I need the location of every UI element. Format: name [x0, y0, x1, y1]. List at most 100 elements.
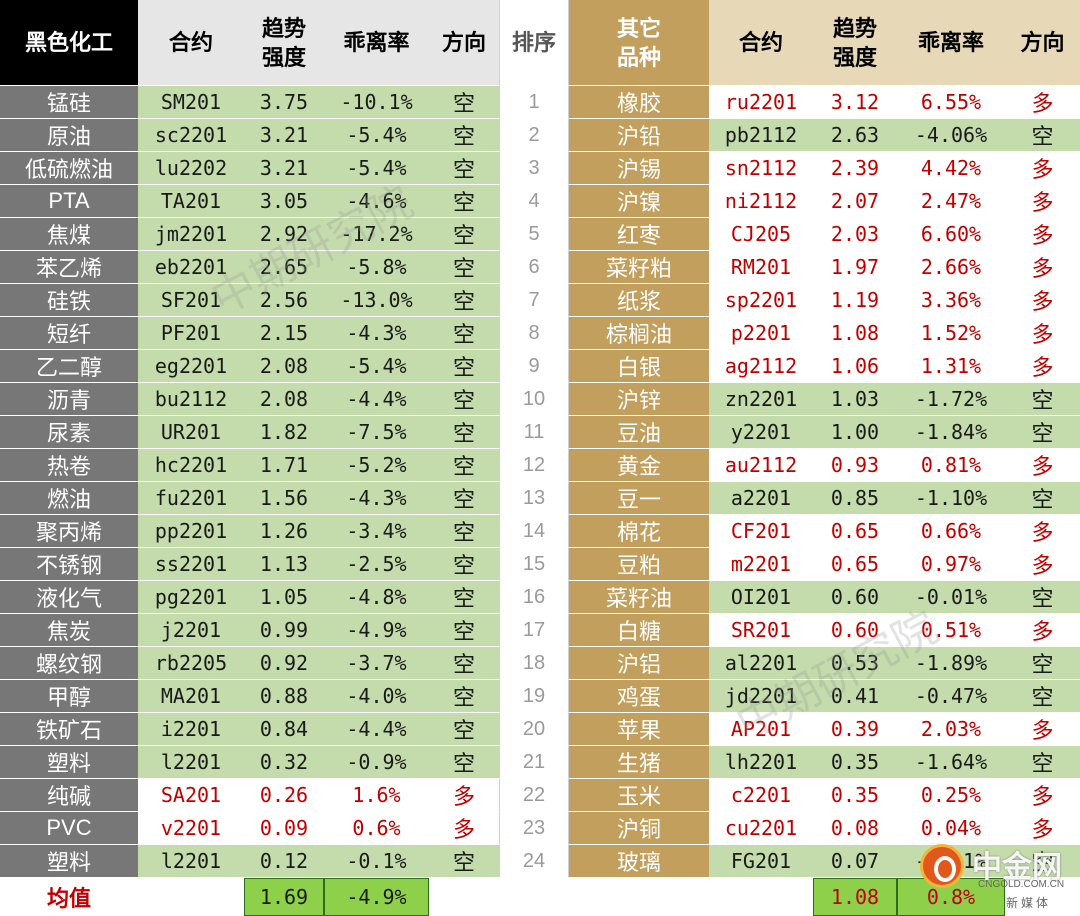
left-row-deviation: -7.5%: [324, 416, 429, 449]
left-row-contract: eg2201: [138, 350, 244, 383]
left-row-trend: 1.71: [244, 449, 324, 482]
right-row-trend: 1.00: [813, 416, 897, 449]
right-row-name: 沪镍: [569, 185, 709, 218]
left-row-deviation: -10.1%: [324, 86, 429, 119]
left-row-deviation: -2.5%: [324, 548, 429, 581]
right-row-deviation: 6.60%: [897, 218, 1005, 251]
left-row-name: 沥青: [0, 383, 138, 416]
left-row-deviation: -5.4%: [324, 119, 429, 152]
header-left-trend: 趋势 强度: [244, 0, 324, 86]
left-row-name: 塑料: [0, 746, 138, 779]
rank-number: 24: [499, 845, 569, 878]
left-row-trend: 3.21: [244, 152, 324, 185]
left-row-trend: 2.08: [244, 383, 324, 416]
left-row-name: PVC: [0, 812, 138, 845]
left-row-trend: 1.13: [244, 548, 324, 581]
right-row-trend: 0.41: [813, 680, 897, 713]
left-row-direction: 空: [429, 482, 499, 515]
rank-number: 17: [499, 614, 569, 647]
right-row-direction: 多: [1005, 251, 1080, 284]
right-row-contract: SR201: [709, 614, 813, 647]
left-row-contract: rb2205: [138, 647, 244, 680]
left-row-trend: 2.92: [244, 218, 324, 251]
left-row-deviation: 0.6%: [324, 812, 429, 845]
right-row-deviation: -0.47%: [897, 680, 1005, 713]
rank-number: 14: [499, 515, 569, 548]
header-left-group: 黑色化工: [0, 0, 138, 86]
header-left-deviation: 乖离率: [324, 0, 429, 86]
left-row-deviation: -4.9%: [324, 614, 429, 647]
right-row-direction: 空: [1005, 416, 1080, 449]
right-row-direction: 空: [1005, 383, 1080, 416]
rank-number: 18: [499, 647, 569, 680]
left-row-deviation: -0.9%: [324, 746, 429, 779]
right-row-direction: 多: [1005, 350, 1080, 383]
left-row-trend: 2.08: [244, 350, 324, 383]
left-row-contract: PF201: [138, 317, 244, 350]
right-row-direction: 空: [1005, 680, 1080, 713]
right-row-contract: CF201: [709, 515, 813, 548]
left-row-name: 热卷: [0, 449, 138, 482]
left-row-direction: 空: [429, 647, 499, 680]
right-row-contract: FG201: [709, 845, 813, 878]
right-row-contract: lh2201: [709, 746, 813, 779]
left-row-contract: l2201: [138, 845, 244, 878]
right-row-direction: 空: [1005, 845, 1080, 878]
left-row-deviation: -17.2%: [324, 218, 429, 251]
right-row-direction: 空: [1005, 746, 1080, 779]
right-row-name: 豆油: [569, 416, 709, 449]
left-row-contract: sc2201: [138, 119, 244, 152]
right-row-trend: 0.60: [813, 614, 897, 647]
left-row-deviation: -3.4%: [324, 515, 429, 548]
average-left-trend: 1.69: [244, 878, 324, 916]
left-row-direction: 空: [429, 251, 499, 284]
right-row-trend: 0.07: [813, 845, 897, 878]
left-row-trend: 1.56: [244, 482, 324, 515]
right-row-deviation: 3.36%: [897, 284, 1005, 317]
right-row-contract: cu2201: [709, 812, 813, 845]
right-row-trend: 1.08: [813, 317, 897, 350]
left-row-direction: 空: [429, 845, 499, 878]
right-row-direction: 空: [1005, 119, 1080, 152]
left-row-trend: 0.12: [244, 845, 324, 878]
rank-number: 21: [499, 746, 569, 779]
right-row-direction: 多: [1005, 812, 1080, 845]
left-row-direction: 空: [429, 581, 499, 614]
left-row-direction: 空: [429, 515, 499, 548]
left-row-trend: 3.21: [244, 119, 324, 152]
right-row-contract: a2201: [709, 482, 813, 515]
left-row-name: 焦炭: [0, 614, 138, 647]
right-row-contract: RM201: [709, 251, 813, 284]
average-blank: [1005, 878, 1080, 916]
right-row-direction: 多: [1005, 614, 1080, 647]
rank-number: 22: [499, 779, 569, 812]
average-left-deviation: -4.9%: [324, 878, 429, 916]
right-row-direction: 多: [1005, 548, 1080, 581]
right-row-direction: 多: [1005, 185, 1080, 218]
average-blank: [709, 878, 813, 916]
left-row-contract: i2201: [138, 713, 244, 746]
rank-number: 2: [499, 119, 569, 152]
right-row-name: 沪铝: [569, 647, 709, 680]
right-row-contract: au2112: [709, 449, 813, 482]
header-right-trend: 趋势 强度: [813, 0, 897, 86]
left-row-direction: 空: [429, 548, 499, 581]
left-row-contract: UR201: [138, 416, 244, 449]
rank-number: 8: [499, 317, 569, 350]
right-row-deviation: 6.55%: [897, 86, 1005, 119]
right-row-direction: 多: [1005, 779, 1080, 812]
left-row-deviation: -4.8%: [324, 581, 429, 614]
rank-number: 4: [499, 185, 569, 218]
right-row-contract: CJ205: [709, 218, 813, 251]
rank-number: 9: [499, 350, 569, 383]
right-row-deviation: 0.97%: [897, 548, 1005, 581]
average-blank: [499, 878, 569, 916]
right-row-name: 苹果: [569, 713, 709, 746]
left-row-contract: hc2201: [138, 449, 244, 482]
right-row-name: 橡胶: [569, 86, 709, 119]
average-blank: [429, 878, 499, 916]
left-row-direction: 空: [429, 86, 499, 119]
right-row-name: 豆一: [569, 482, 709, 515]
right-row-direction: 多: [1005, 713, 1080, 746]
